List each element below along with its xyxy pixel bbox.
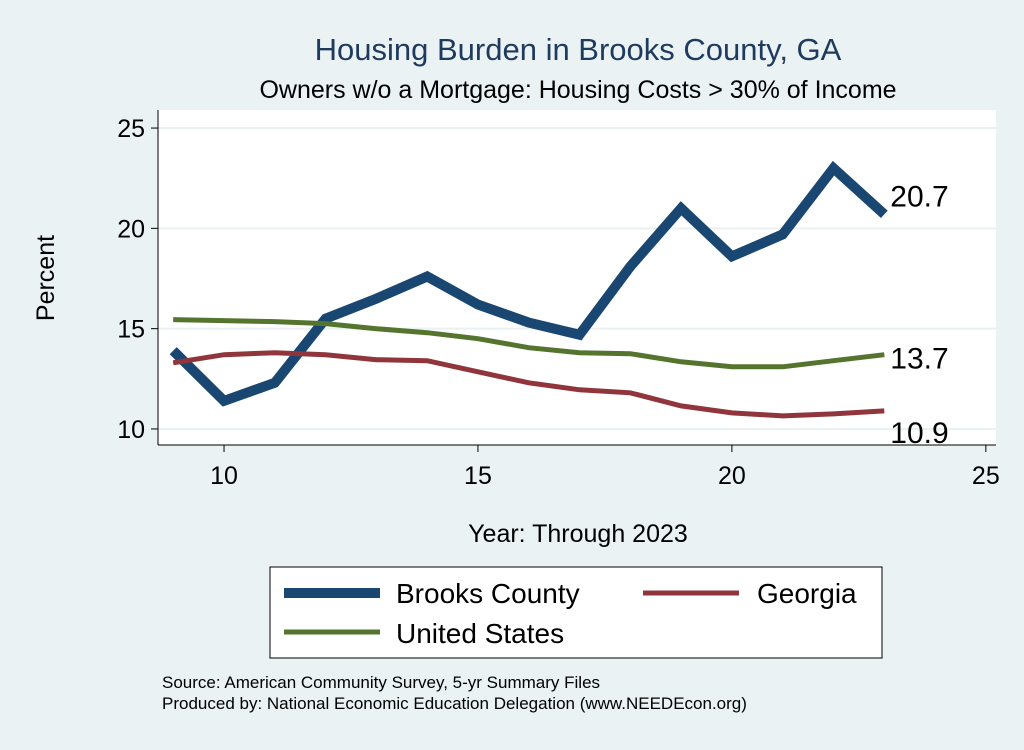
plot-area: [158, 110, 996, 445]
source-note: Source: American Community Survey, 5-yr …: [162, 673, 600, 692]
x-ticks: 10 15 20 25: [210, 445, 1000, 490]
y-tick-label: 10: [117, 416, 145, 444]
x-tick-label: 20: [718, 462, 746, 490]
y-tick-label: 20: [117, 215, 145, 243]
y-ticks: 10 15 20 25: [117, 115, 158, 444]
chart-title: Housing Burden in Brooks County, GA: [315, 32, 842, 67]
producer-note: Produced by: National Economic Education…: [162, 694, 747, 713]
y-tick-label: 25: [117, 115, 145, 143]
y-axis-label: Percent: [32, 235, 60, 321]
x-axis-label: Year: Through 2023: [468, 520, 688, 548]
legend-label-united-states: United States: [396, 618, 564, 649]
x-tick-label: 15: [464, 462, 492, 490]
end-label-brooks-county: 20.7: [890, 180, 948, 213]
y-tick-label: 15: [117, 316, 145, 344]
chart-subtitle: Owners w/o a Mortgage: Housing Costs > 3…: [259, 76, 896, 104]
legend-label-georgia: Georgia: [757, 578, 857, 609]
end-label-georgia: 10.9: [890, 417, 948, 450]
end-label-united-states: 13.7: [890, 343, 948, 376]
x-tick-label: 10: [210, 462, 238, 490]
x-tick-label: 25: [972, 462, 1000, 490]
legend-label-brooks-county: Brooks County: [396, 578, 580, 609]
